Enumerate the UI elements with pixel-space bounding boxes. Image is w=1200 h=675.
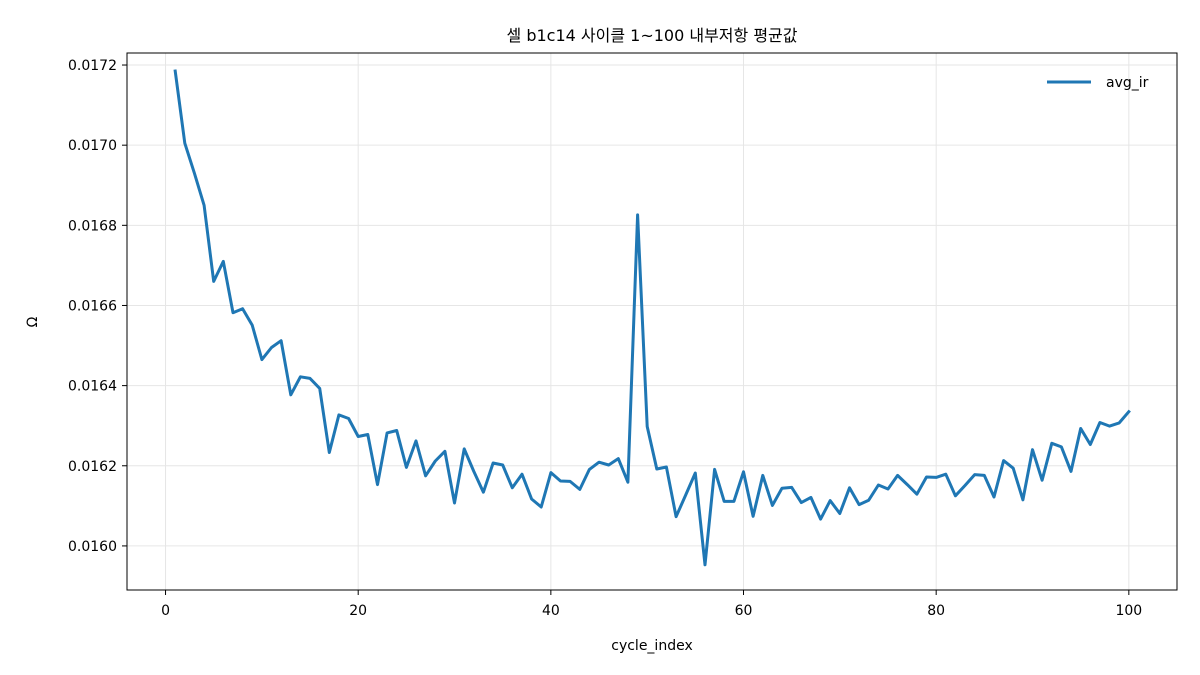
x-tick-label: 20	[349, 603, 367, 619]
y-tick-label: 0.0168	[68, 218, 117, 234]
legend: avg_ir	[1047, 75, 1149, 91]
x-tick-label: 60	[735, 603, 753, 619]
plot-frame	[126, 52, 1178, 591]
grid	[127, 53, 1177, 590]
y-axis-label: Ω	[25, 316, 41, 327]
x-tick-label: 80	[927, 603, 945, 619]
y-tick-label: 0.0170	[68, 138, 117, 154]
x-tick-label: 0	[161, 603, 170, 619]
y-tick-label: 0.0172	[68, 58, 117, 74]
legend-label-avg-ir: avg_ir	[1106, 75, 1149, 91]
y-tick-label: 0.0160	[68, 539, 117, 555]
y-tick-label: 0.0162	[68, 459, 117, 475]
x-tick-label: 100	[1115, 603, 1142, 619]
x-axis: 0 20 40 60 80 100	[161, 590, 1142, 619]
series-layer	[173, 69, 1131, 567]
series-line-avg-ir	[173, 69, 1131, 567]
x-tick-label: 40	[542, 603, 560, 619]
chart-title: 셀 b1c14 사이클 1~100 내부저항 평균값	[507, 26, 798, 45]
y-tick-label: 0.0166	[68, 298, 117, 314]
x-axis-label: cycle_index	[611, 638, 692, 654]
y-tick-label: 0.0164	[68, 379, 117, 395]
y-axis: 0.0160 0.0162 0.0164 0.0166 0.0168 0.0170 0.01…	[68, 58, 127, 555]
